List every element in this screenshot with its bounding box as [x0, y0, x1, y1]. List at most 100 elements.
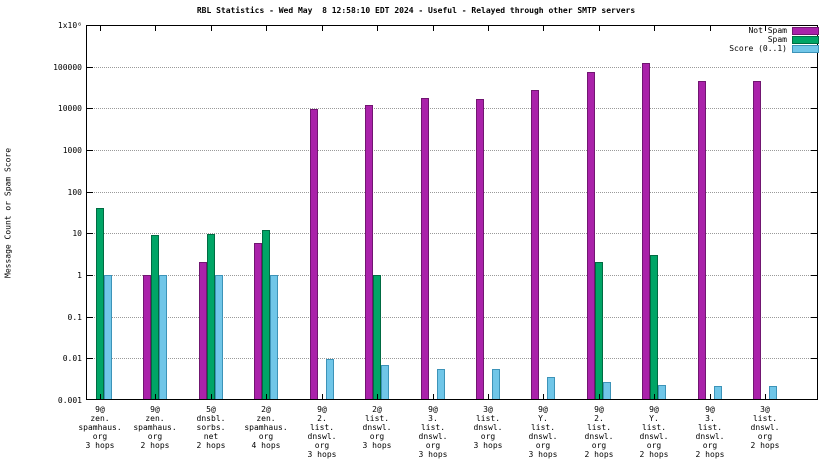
x-label-line: list. — [641, 423, 667, 432]
x-label-group: 9@ 2. list. dnswl. org 2 hops — [571, 405, 627, 459]
legend-label: Not Spam — [748, 26, 787, 35]
x-label-group: 9@ zen. spamhaus. org 3 hops — [72, 405, 128, 450]
y-axis-label: Message Count or Spam Score — [3, 147, 13, 278]
gridline — [87, 275, 817, 276]
x-tick-mark — [377, 26, 378, 31]
legend-swatch — [792, 26, 819, 35]
gridline — [87, 233, 817, 234]
x-label-line: zen. — [256, 414, 276, 423]
x-label-line: dnswl. — [528, 432, 558, 441]
y-tick-mark — [811, 358, 817, 359]
x-tick-mark — [211, 394, 212, 399]
bar-score-0-1 — [104, 275, 112, 400]
y-tick-label: 0.001 — [57, 396, 82, 405]
bar-score-0-1 — [215, 275, 223, 400]
bar-not-spam — [254, 243, 262, 400]
x-label-line: 3 hops — [362, 441, 392, 450]
x-label-line: dnsbl. — [196, 414, 226, 423]
bar-score-0-1 — [159, 275, 167, 400]
bar-not-spam — [642, 63, 650, 400]
x-tick-mark — [155, 26, 156, 31]
gridline — [87, 192, 817, 193]
x-label-group: 3@ list. dnswl. org 2 hops — [737, 405, 793, 450]
x-label-line: 9@ — [150, 405, 160, 414]
plot-frame — [86, 25, 818, 400]
bar-score-0-1 — [492, 369, 500, 400]
y-tick-mark — [87, 192, 93, 193]
chart-title: RBL Statistics - Wed May 8 12:58:10 EDT … — [196, 6, 636, 15]
y-tick-mark — [87, 67, 93, 68]
x-label-line: 3 hops — [528, 450, 558, 459]
x-tick-mark — [765, 394, 766, 399]
x-label-line: org — [480, 432, 496, 441]
bar-spam — [96, 208, 104, 400]
x-label-line: dnswl. — [418, 432, 448, 441]
bar-score-0-1 — [381, 365, 389, 400]
x-label-line: 9@ — [428, 405, 438, 414]
x-label-line: dnswl. — [473, 423, 503, 432]
x-label-line: list. — [530, 423, 556, 432]
x-label-line: 3@ — [483, 405, 493, 414]
bar-spam — [151, 235, 159, 400]
legend-row: Score (0..1) — [729, 44, 819, 53]
x-tick-mark — [211, 26, 212, 31]
x-label-group: 9@ 2. list. dnswl. org 3 hops — [294, 405, 350, 459]
legend-label: Spam — [767, 35, 787, 44]
x-label-line: 2 hops — [695, 450, 725, 459]
y-tick-label: 1000 — [62, 146, 82, 155]
bar-score-0-1 — [603, 382, 611, 400]
x-label-line: org — [646, 441, 662, 450]
y-tick-label: 100 — [67, 188, 82, 197]
bar-not-spam — [698, 81, 706, 400]
x-label-line: 9@ — [538, 405, 548, 414]
x-label-line: org — [369, 432, 385, 441]
x-tick-mark — [100, 26, 101, 31]
x-label-line: dnswl. — [362, 423, 392, 432]
x-label-line: list. — [420, 423, 446, 432]
legend: Not Spam Spam Score (0..1) — [729, 26, 819, 53]
x-label-group: 5@ dnsbl. sorbs. net 2 hops — [183, 405, 239, 450]
x-label-line: 3 hops — [418, 450, 448, 459]
y-tick-mark — [811, 233, 817, 234]
x-label-line: spamhaus. — [78, 423, 122, 432]
x-tick-mark — [433, 394, 434, 399]
bar-not-spam — [476, 99, 484, 400]
x-label-line: sorbs. — [196, 423, 226, 432]
x-tick-mark — [266, 394, 267, 399]
x-label-line: 3@ — [760, 405, 770, 414]
x-tick-mark — [654, 26, 655, 31]
bar-score-0-1 — [769, 386, 777, 400]
x-label-line: 4 hops — [251, 441, 281, 450]
y-tick-mark — [811, 317, 817, 318]
bar-not-spam — [531, 90, 539, 400]
x-label-group: 2@ list. dnswl. org 3 hops — [349, 405, 405, 450]
x-tick-mark — [488, 26, 489, 31]
x-label-line: list. — [475, 414, 501, 423]
x-label-group: 9@ 3. list. dnswl. org 3 hops — [405, 405, 461, 459]
gridline — [87, 67, 817, 68]
y-tick-mark — [811, 192, 817, 193]
y-tick-label: 1 — [77, 271, 82, 280]
x-label-line: 3 hops — [307, 450, 337, 459]
bar-not-spam — [199, 262, 207, 400]
x-tick-mark — [599, 394, 600, 399]
legend-row: Not Spam — [729, 26, 819, 35]
x-tick-mark — [155, 394, 156, 399]
x-label-line: org — [702, 441, 718, 450]
x-label-line: list. — [752, 414, 778, 423]
x-tick-mark — [543, 26, 544, 31]
y-tick-mark — [87, 233, 93, 234]
bar-not-spam — [143, 275, 151, 400]
x-label-line: net — [203, 432, 219, 441]
bar-score-0-1 — [547, 377, 555, 400]
y-tick-label: 1x10⁶ — [57, 21, 82, 30]
x-tick-mark — [543, 394, 544, 399]
legend-swatch — [792, 35, 819, 44]
bar-score-0-1 — [326, 359, 334, 400]
x-label-line: org — [425, 441, 441, 450]
x-label-line: list. — [364, 414, 390, 423]
x-label-group: 9@ Y. list. dnswl. org 2 hops — [626, 405, 682, 459]
x-tick-mark — [599, 26, 600, 31]
bar-score-0-1 — [658, 385, 666, 400]
y-tick-mark — [811, 67, 817, 68]
